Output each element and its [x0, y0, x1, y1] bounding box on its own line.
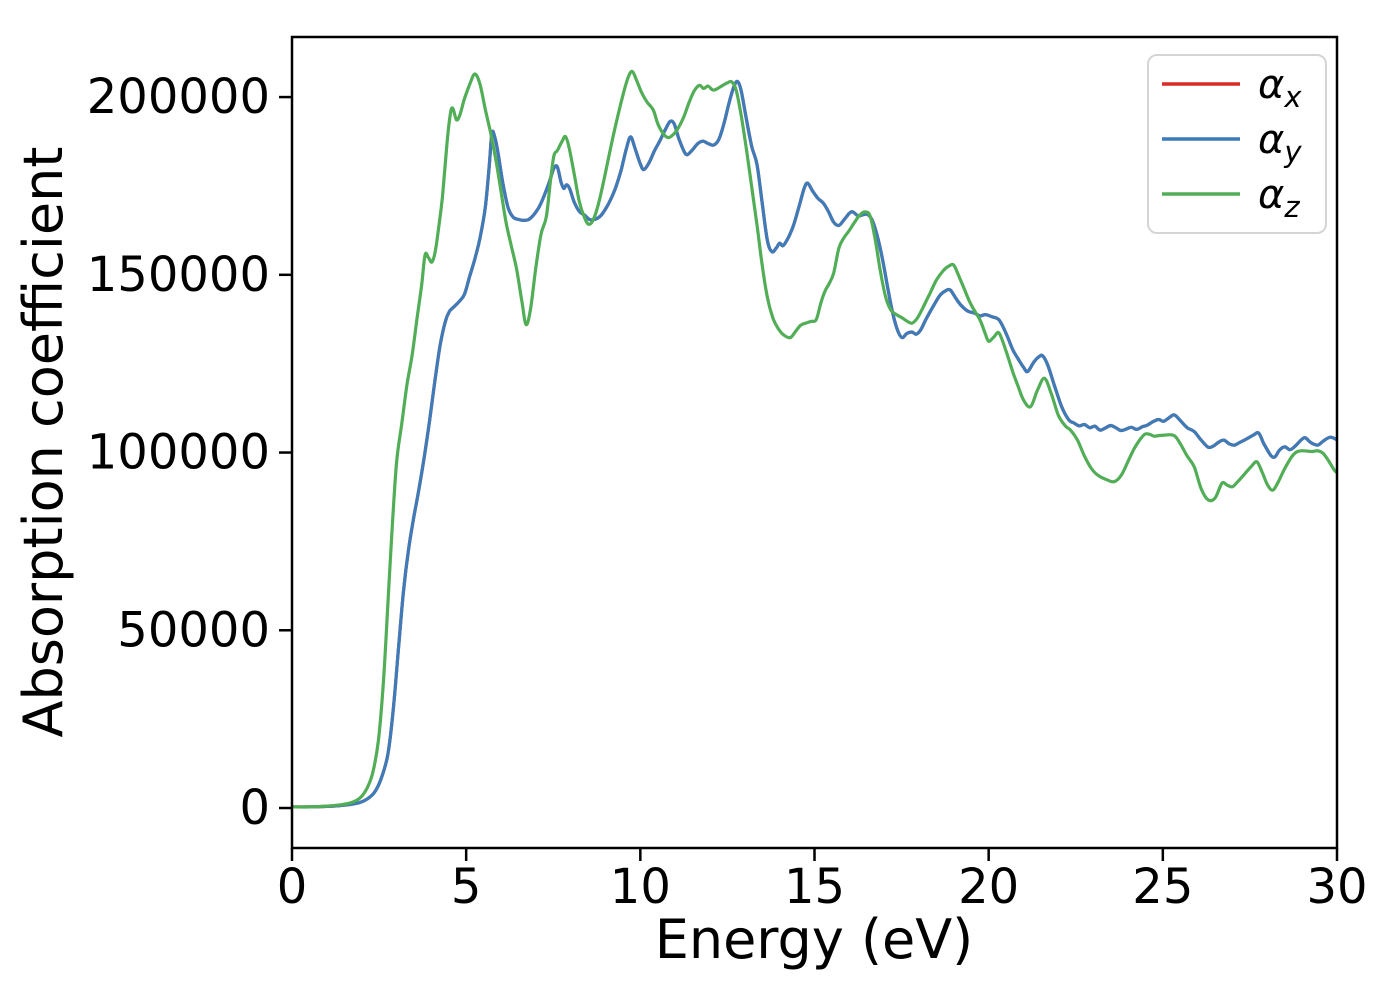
- x-tick-label: 25: [1132, 859, 1193, 915]
- y-axis-ticks: 0 50000 100000 150000 200000: [87, 69, 292, 836]
- legend-label-alpha-x: αx: [1258, 62, 1302, 114]
- curve-alpha-z: [292, 69, 1337, 809]
- y-tick-label: 200000: [87, 69, 270, 125]
- y-tick-label: 50000: [117, 602, 270, 658]
- x-axis-label: Energy (eV): [655, 908, 974, 971]
- legend-box: [1147, 54, 1327, 234]
- y-tick-label: 150000: [87, 247, 270, 303]
- x-tick-label: 15: [784, 859, 845, 915]
- y-tick-label: 0: [239, 780, 270, 836]
- x-tick-label: 30: [1306, 859, 1367, 915]
- curve-layer: [292, 69, 1337, 809]
- x-tick-label: 10: [610, 859, 671, 915]
- x-tick-label: 0: [277, 859, 308, 915]
- plot-area-border: [290, 35, 1339, 850]
- legend-label-alpha-z: αz: [1258, 172, 1300, 224]
- x-axis-ticks: 0 5 10 15 20 25 30: [277, 848, 1368, 915]
- y-tick-label: 100000: [87, 425, 270, 481]
- curve-alpha-y: [292, 79, 1337, 809]
- legend-label-alpha-y: αy: [1258, 117, 1302, 169]
- x-tick-label: 5: [451, 859, 482, 915]
- y-axis-label: Absorption coefficient: [12, 147, 75, 738]
- x-tick-label: 20: [958, 859, 1019, 915]
